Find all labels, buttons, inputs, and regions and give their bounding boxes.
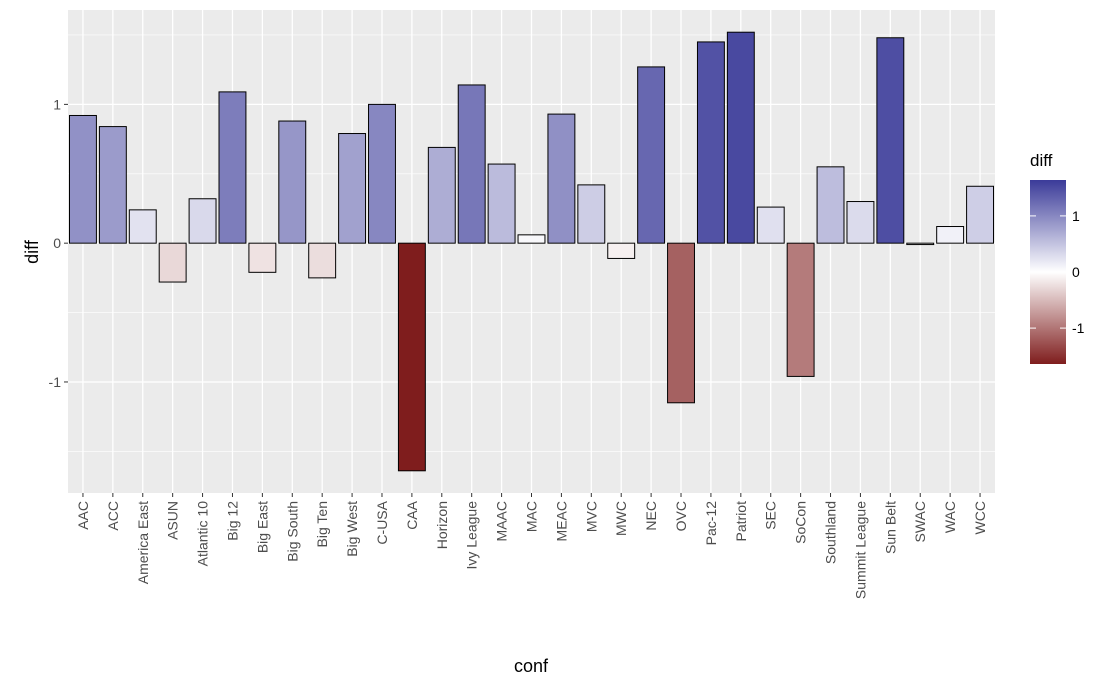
bar-aac: [68, 114, 97, 244]
x-tick-label: C-USA: [374, 500, 390, 544]
x-tick-label: Summit League: [852, 501, 868, 599]
x-tick-label: MEAC: [553, 501, 569, 541]
x-tick-label: America East: [135, 501, 151, 584]
bar-maac: [487, 163, 516, 244]
bar-big-west: [338, 133, 367, 244]
x-tick-label: MAAC: [494, 501, 510, 541]
x-tick-label: Big West: [344, 501, 360, 557]
x-tick-label: MWC: [613, 501, 629, 536]
bar-meac: [547, 113, 576, 244]
x-tick-label: Atlantic 10: [195, 501, 211, 567]
legend-tick-label: -1: [1072, 320, 1085, 336]
x-tick-label: Southland: [823, 501, 839, 564]
bar-sec: [756, 206, 785, 244]
bar-summit-league: [846, 201, 875, 244]
bar-sun-belt: [876, 37, 905, 244]
bars: [68, 31, 995, 472]
x-tick-label: NEC: [643, 501, 659, 531]
bar-atlantic-10: [188, 198, 217, 244]
bar-mac: [517, 234, 546, 244]
x-tick-label: WAC: [942, 501, 958, 533]
x-tick-label: Big East: [254, 501, 270, 553]
x-tick-label: Patriot: [733, 501, 749, 542]
x-tick-label: OVC: [673, 501, 689, 531]
x-tick-label: MVC: [583, 501, 599, 532]
x-axis-title: conf: [514, 656, 549, 676]
y-axis-title: diff: [22, 239, 42, 264]
x-tick-label: CAA: [404, 500, 420, 529]
x-tick-label: SoCon: [793, 501, 809, 544]
x-tick-label: ACC: [105, 501, 121, 531]
x-tick-label: Big South: [284, 501, 300, 562]
bar-big-ten: [308, 242, 337, 279]
x-tick-label: Horizon: [434, 501, 450, 549]
legend-title: diff: [1030, 151, 1053, 170]
y-tick-label: 0: [53, 235, 61, 251]
bar-caa: [397, 242, 426, 472]
bar-mvc: [577, 184, 606, 244]
bar-mwc: [607, 242, 636, 259]
bar-acc: [98, 126, 127, 244]
bar-c-usa: [368, 103, 396, 244]
y-tick-label: -1: [49, 374, 62, 390]
y-axis-ticks: -1 0 1: [49, 96, 68, 390]
legend-tick-label: 0: [1072, 264, 1080, 280]
bar-swac: [906, 242, 935, 246]
y-tick-label: 1: [53, 96, 61, 112]
bar-wac: [936, 226, 965, 244]
bar-horizon: [427, 146, 456, 244]
x-tick-label: ASUN: [165, 501, 181, 540]
bar-big-12: [218, 91, 247, 244]
x-tick-label: SEC: [763, 501, 779, 530]
bar-socon: [786, 242, 815, 377]
bar-wcc: [966, 185, 995, 244]
color-legend: diff 1 0 -1: [1030, 151, 1085, 364]
bar-big-east: [248, 242, 277, 273]
x-tick-label: Big Ten: [314, 501, 330, 547]
bar-pac-12: [696, 41, 725, 244]
bar-ivy-league: [457, 84, 486, 244]
bar-nec: [637, 66, 666, 244]
x-tick-label: Big 12: [224, 501, 240, 541]
bar-southland: [816, 166, 845, 244]
x-tick-label: Ivy League: [464, 501, 480, 570]
x-axis-ticks: AAC ACC America East ASUN Atlantic 10 Big 12 B…: [75, 493, 988, 599]
bar-big-south: [278, 120, 307, 244]
x-tick-label: Pac-12: [703, 501, 719, 546]
legend-ticks: 1 0 -1: [1030, 208, 1085, 336]
x-tick-label: AAC: [75, 501, 91, 530]
bar-patriot: [726, 31, 755, 244]
bar-asun: [158, 242, 187, 283]
x-tick-label: SWAC: [912, 501, 928, 542]
x-tick-label: MAC: [524, 501, 540, 532]
x-tick-label: WCC: [972, 501, 988, 534]
bar-america-east: [128, 209, 157, 244]
x-tick-label: Sun Belt: [882, 501, 898, 554]
bar-ovc: [667, 242, 695, 404]
legend-tick-label: 1: [1072, 208, 1080, 224]
